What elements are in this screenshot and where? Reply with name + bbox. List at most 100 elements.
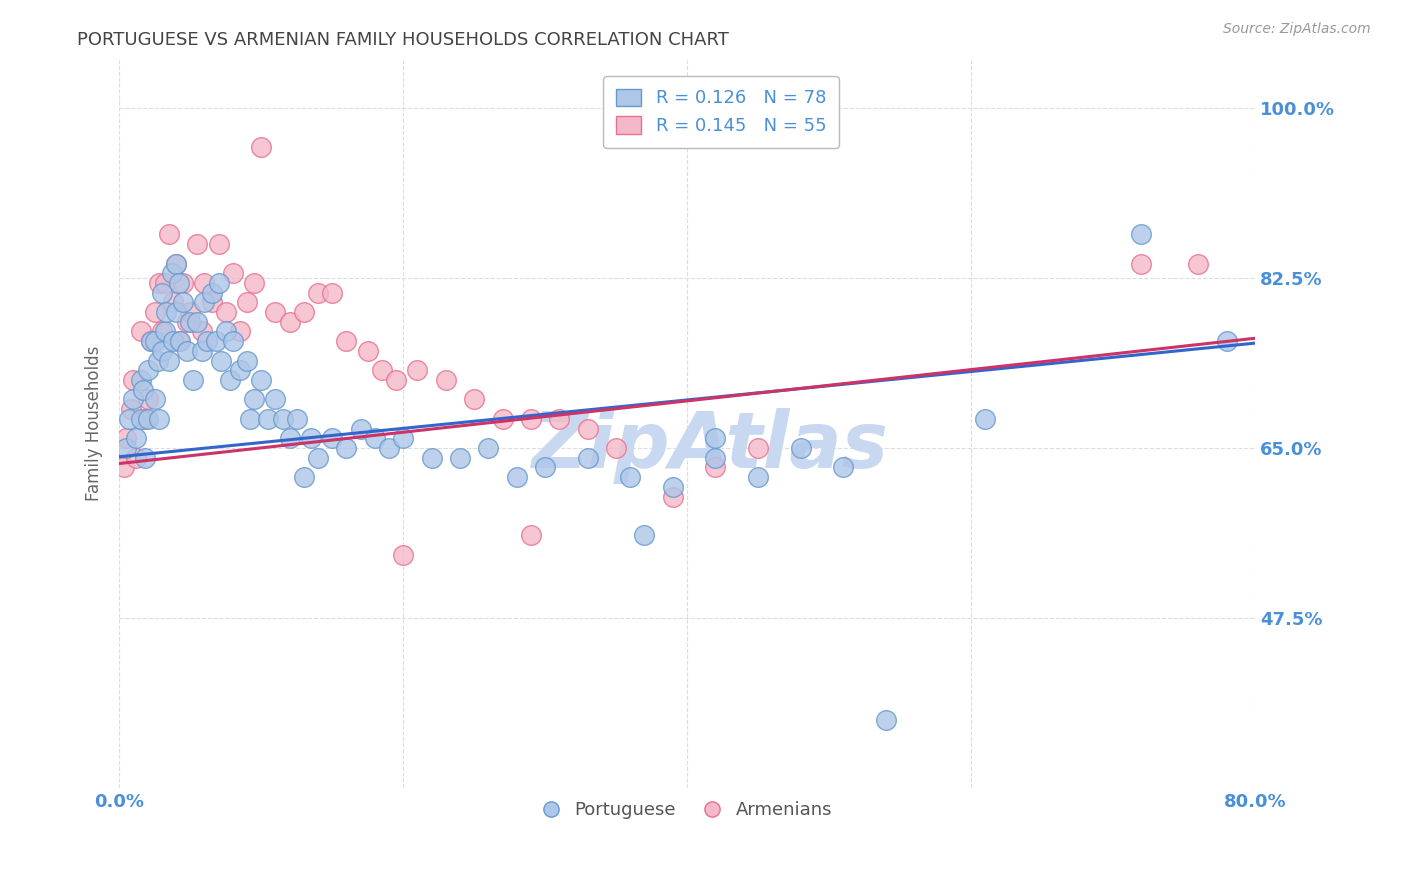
Point <box>385 373 408 387</box>
Point <box>195 334 218 349</box>
Point <box>190 325 212 339</box>
Point <box>1130 256 1153 270</box>
Text: Source: ZipAtlas.com: Source: ZipAtlas.com <box>1223 22 1371 37</box>
Point <box>278 431 301 445</box>
Point <box>153 325 176 339</box>
Point <box>165 305 187 319</box>
Point <box>122 373 145 387</box>
Point <box>875 713 897 727</box>
Point <box>219 373 242 387</box>
Point <box>449 450 471 465</box>
Point <box>420 450 443 465</box>
Point <box>633 528 655 542</box>
Point <box>208 276 231 290</box>
Point <box>157 353 180 368</box>
Point <box>222 334 245 349</box>
Point <box>136 412 159 426</box>
Point <box>148 276 170 290</box>
Point <box>576 421 599 435</box>
Point <box>364 431 387 445</box>
Point <box>122 392 145 407</box>
Point <box>211 353 233 368</box>
Point <box>129 325 152 339</box>
Point <box>1187 256 1209 270</box>
Point <box>125 431 148 445</box>
Point <box>118 412 141 426</box>
Point <box>167 334 190 349</box>
Point <box>321 285 343 300</box>
Point <box>239 412 262 426</box>
Point <box>285 412 308 426</box>
Point <box>179 315 201 329</box>
Point <box>181 373 204 387</box>
Point <box>506 470 529 484</box>
Point <box>162 295 184 310</box>
Point <box>292 305 315 319</box>
Point <box>278 315 301 329</box>
Point <box>576 450 599 465</box>
Point <box>662 480 685 494</box>
Point <box>236 295 259 310</box>
Point <box>335 441 357 455</box>
Point <box>134 412 156 426</box>
Point <box>129 373 152 387</box>
Point <box>215 325 238 339</box>
Point <box>193 276 215 290</box>
Point <box>155 305 177 319</box>
Point <box>190 343 212 358</box>
Point <box>520 412 543 426</box>
Point <box>120 402 142 417</box>
Point <box>520 528 543 542</box>
Point <box>392 548 415 562</box>
Point <box>139 334 162 349</box>
Point <box>125 450 148 465</box>
Point <box>139 334 162 349</box>
Point <box>143 392 166 407</box>
Point <box>548 412 571 426</box>
Point <box>434 373 457 387</box>
Point <box>974 412 997 426</box>
Point <box>143 305 166 319</box>
Point <box>243 392 266 407</box>
Point <box>157 227 180 242</box>
Point <box>662 490 685 504</box>
Point <box>307 450 329 465</box>
Point <box>236 353 259 368</box>
Point <box>115 431 138 445</box>
Point <box>392 431 415 445</box>
Point <box>146 353 169 368</box>
Point <box>832 460 855 475</box>
Point <box>257 412 280 426</box>
Point <box>1130 227 1153 242</box>
Point <box>150 285 173 300</box>
Point <box>134 450 156 465</box>
Point <box>160 266 183 280</box>
Legend: Portuguese, Armenians: Portuguese, Armenians <box>534 794 839 826</box>
Point <box>349 421 371 435</box>
Point <box>789 441 811 455</box>
Point <box>222 266 245 280</box>
Point <box>162 334 184 349</box>
Text: ZipAtlas: ZipAtlas <box>531 408 889 483</box>
Point <box>292 470 315 484</box>
Point <box>491 412 513 426</box>
Point <box>132 383 155 397</box>
Point <box>406 363 429 377</box>
Point <box>250 373 273 387</box>
Point <box>167 276 190 290</box>
Point <box>704 431 727 445</box>
Point <box>704 460 727 475</box>
Point <box>193 295 215 310</box>
Point <box>250 140 273 154</box>
Point <box>136 363 159 377</box>
Point <box>176 315 198 329</box>
Point <box>1215 334 1237 349</box>
Point <box>179 305 201 319</box>
Point <box>243 276 266 290</box>
Point <box>172 276 194 290</box>
Point <box>172 295 194 310</box>
Point <box>150 343 173 358</box>
Point <box>165 256 187 270</box>
Point <box>176 343 198 358</box>
Point <box>271 412 294 426</box>
